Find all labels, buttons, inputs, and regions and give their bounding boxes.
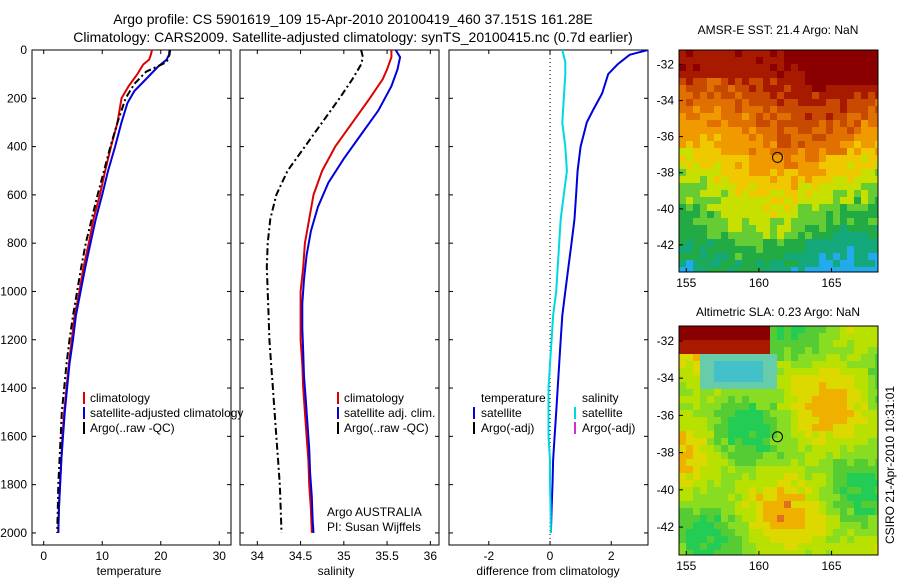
depth-tick-label: 600 <box>7 188 27 202</box>
amsr-lat-tick-label: -42 <box>657 238 675 252</box>
sla-lon-tick-label: 155 <box>676 559 696 573</box>
temperature-series-2 <box>56 50 172 533</box>
depth-tick-label: 200 <box>7 91 27 105</box>
depth-tick-label: 1400 <box>0 381 27 395</box>
amsr-lat-tick-label: -38 <box>657 166 675 180</box>
legend-label-argo: Argo(..raw -QC) <box>90 421 175 435</box>
sla-lat-tick-label: -34 <box>657 371 675 385</box>
sla-lat-tick-label: -32 <box>657 334 675 348</box>
amsr-lat-tick-label: -36 <box>657 130 675 144</box>
legend-label-climatology: climatology <box>344 391 404 405</box>
amsr-argo-position-marker <box>771 151 783 163</box>
sla-map-frame <box>678 325 879 556</box>
figure-title-line2: Climatology: CARS2009. Satellite-adjuste… <box>73 29 633 45</box>
temperature-xtick-label: 10 <box>96 549 110 563</box>
side-timestamp-label: CSIRO 21-Apr-2010 10:31:01 <box>883 386 897 544</box>
sla-lat-tick-label: -36 <box>657 408 675 422</box>
depth-tick-label: 1800 <box>0 478 27 492</box>
depth-tick-label: 1000 <box>0 284 27 298</box>
legend-label-salinity: salinity <box>582 391 619 405</box>
sla-title: Altimetric SLA: 0.23 Argo: NaN <box>696 305 860 319</box>
difference-xtick-label: 0 <box>547 549 554 563</box>
legend-label-temperature: temperature <box>481 391 546 405</box>
difference-xlabel: difference from climatology <box>476 564 619 578</box>
sla-argo-position-marker <box>771 431 783 443</box>
legend-label-argo: Argo(..raw -QC) <box>344 421 429 435</box>
salinity-xtick-label: 34.5 <box>289 549 313 563</box>
temperature-series-1 <box>57 50 171 533</box>
depth-tick-label: 0 <box>20 43 27 57</box>
legend-label-temperature-satellite: satellite <box>481 406 522 420</box>
difference-xtick-label: 2 <box>608 549 615 563</box>
amsr-map-frame <box>678 49 879 273</box>
legend-label-salinity-argo: Argo(-adj) <box>582 421 635 435</box>
sla-lat-tick-label: -40 <box>657 483 675 497</box>
difference-series-0 <box>549 50 648 533</box>
difference-panel-frame <box>448 49 649 546</box>
sla-lat-tick-label: -42 <box>657 520 675 534</box>
depth-tick-label: 400 <box>7 140 27 154</box>
legend-label-satellite-adjusted: satellite-adjusted climatology <box>90 406 243 420</box>
amsr-title: AMSR-E SST: 21.4 Argo: NaN <box>698 23 859 37</box>
temperature-xtick-label: 30 <box>213 549 227 563</box>
amsr-lon-tick-label: 165 <box>822 276 842 290</box>
salinity-annotation-line1: Argo AUSTRALIA <box>327 505 422 519</box>
legend-label-climatology: climatology <box>90 391 150 405</box>
depth-tick-label: 1200 <box>0 333 27 347</box>
legend-label-satellite-adj: satellite adj. clim. <box>344 406 435 420</box>
amsr-lon-tick-label: 160 <box>749 276 769 290</box>
sla-lat-tick-label: -38 <box>657 446 675 460</box>
salinity-xtick-label: 34 <box>251 549 265 563</box>
salinity-annotation-line2: PI: Susan Wijffels <box>327 520 421 534</box>
salinity-xtick-label: 35 <box>337 549 351 563</box>
sla-lon-tick-label: 160 <box>749 559 769 573</box>
temperature-panel-frame <box>31 49 232 546</box>
salinity-xlabel: salinity <box>318 564 355 578</box>
figure-title-line1: Argo profile: CS 5901619_109 15-Apr-2010… <box>113 11 593 27</box>
salinity-panel-frame <box>239 49 440 546</box>
temperature-xtick-label: 0 <box>40 549 47 563</box>
sla-heatmap-cells <box>679 326 878 555</box>
legend-label-temperature-argo: Argo(-adj) <box>481 421 534 435</box>
salinity-legend: climatology satellite adj. clim. Argo(..… <box>337 391 435 435</box>
amsr-lat-tick-label: -34 <box>657 94 675 108</box>
salinity-series-2 <box>265 50 364 533</box>
difference-series-1 <box>547 50 568 533</box>
temperature-xtick-label: 20 <box>154 549 168 563</box>
depth-tick-label: 1600 <box>0 429 27 443</box>
amsr-lat-tick-label: -32 <box>657 57 675 71</box>
difference-xtick-label: -2 <box>483 549 494 563</box>
depth-tick-label: 2000 <box>0 526 27 540</box>
salinity-series-1 <box>301 50 402 533</box>
amsr-lat-tick-label: -40 <box>657 202 675 216</box>
temperature-xlabel: temperature <box>97 564 162 578</box>
salinity-series-0 <box>299 50 393 533</box>
salinity-xtick-label: 36 <box>424 549 438 563</box>
salinity-xtick-label: 35.5 <box>375 549 399 563</box>
amsr-heatmap-cells <box>679 50 878 272</box>
depth-tick-label: 800 <box>7 236 27 250</box>
amsr-lon-tick-label: 155 <box>676 276 696 290</box>
temperature-legend: climatology satellite-adjusted climatolo… <box>83 391 243 435</box>
sla-lon-tick-label: 165 <box>822 559 842 573</box>
difference-legend: temperature satellite Argo(-adj) salinit… <box>473 391 635 435</box>
legend-label-salinity-satellite: satellite <box>582 406 623 420</box>
